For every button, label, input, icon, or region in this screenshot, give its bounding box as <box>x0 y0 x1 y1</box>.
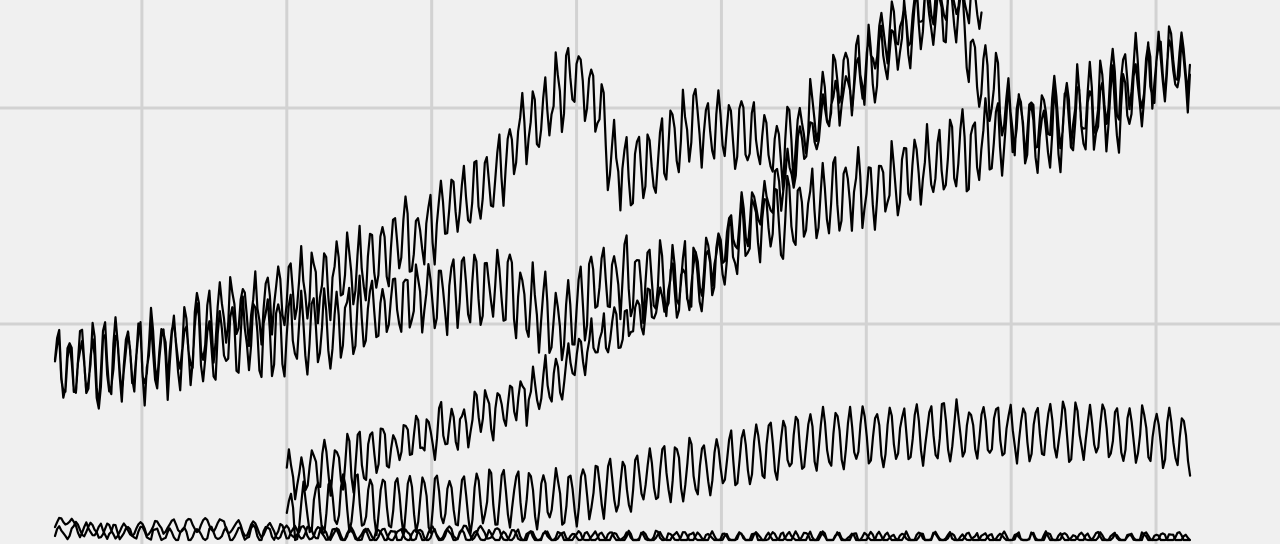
series-line <box>53 0 1192 408</box>
series-line <box>285 0 983 501</box>
series-line <box>53 516 1192 542</box>
chart-plot-area <box>53 0 1192 542</box>
series-line <box>53 25 1192 410</box>
series-line <box>53 516 1192 542</box>
series-line <box>285 398 1192 542</box>
